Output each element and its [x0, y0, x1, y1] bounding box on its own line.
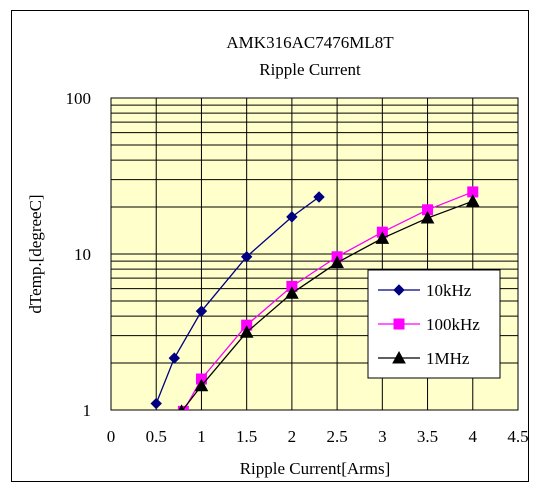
data-point-1mhz [285, 286, 299, 299]
x-axis-label: Ripple Current[Arms] [240, 459, 391, 478]
x-tick-label: 0 [107, 427, 116, 446]
plot-border [110, 97, 519, 411]
legend: 10kHz 100kHz 1MHz [367, 269, 501, 379]
y-tick-label: 10 [74, 245, 91, 264]
x-tick-label: 1.5 [236, 427, 257, 446]
data-point-10khz [150, 397, 162, 410]
data-point-1mhz [330, 255, 344, 269]
x-tick-label: 4.5 [507, 427, 528, 446]
data-point-10khz [313, 191, 325, 203]
data-point-1mhz [420, 211, 435, 224]
data-point-10khz [168, 352, 181, 364]
data-point-1mhz [375, 231, 390, 244]
legend-marker-10khz [393, 284, 405, 296]
data-point-10khz [195, 305, 208, 317]
legend-marker-100khz [393, 318, 405, 330]
series-line-1mhz [181, 200, 474, 410]
data-point-10khz [240, 251, 253, 263]
data-point-1mhz [178, 404, 185, 410]
x-tick-label: 2 [288, 427, 297, 446]
legend-label-100khz: 100kHz [426, 315, 480, 334]
chart-title: AMK316AC7476ML8T [226, 33, 394, 52]
x-tick-label: 1 [197, 427, 206, 446]
data-point-1mhz [239, 325, 254, 338]
x-tick-label: 3.5 [417, 427, 438, 446]
y-tick-label: 1 [83, 401, 92, 420]
x-tick-label: 0.5 [146, 427, 167, 446]
data-point-10khz [286, 211, 298, 223]
chart-subtitle: Ripple Current [259, 60, 361, 79]
y-axis-label: dTemp.[degreeC] [26, 194, 45, 313]
x-tick-label: 4 [469, 427, 478, 446]
series-line-100khz [183, 191, 474, 410]
plot-area: 0 0.5 1 1.5 2 2.5 3 3.5 4 4.5 1 10 100 [66, 89, 529, 446]
data-point-1mhz [465, 194, 480, 207]
legend-label-10khz: 10kHz [426, 281, 472, 300]
x-tick-label: 2.5 [326, 427, 347, 446]
series-line-10khz [155, 196, 320, 404]
data-point-1mhz [194, 378, 209, 392]
legend-label-1mhz: 1MHz [426, 349, 470, 368]
legend-marker-1mhz [392, 350, 406, 364]
x-tick-label: 3 [378, 427, 387, 446]
series-layer [150, 186, 480, 410]
y-tick-label: 100 [66, 89, 92, 108]
